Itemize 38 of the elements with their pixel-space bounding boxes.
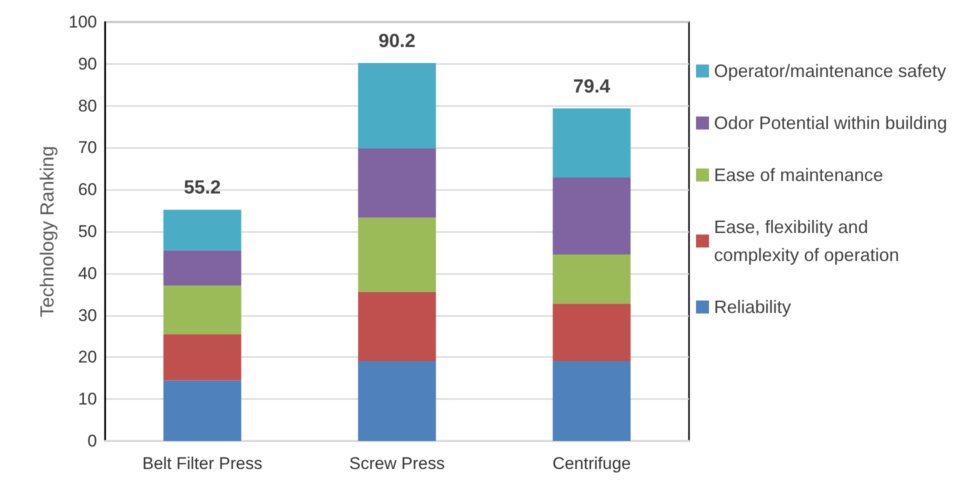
y-tick-label: 30 [78,306,97,325]
x-tick-label: Screw Press [349,454,445,473]
y-tick-label: 50 [78,222,97,241]
y-tick-label: 80 [78,96,97,116]
legend-label: Odor Potential within building [714,113,948,133]
total-label: 55.2 [184,178,221,199]
legend-label: Ease of maintenance [714,165,884,185]
y-tick-label: 0 [88,432,97,450]
bar [163,250,242,286]
bar [552,304,631,361]
y-tick-label: 40 [78,264,97,283]
bar [358,292,436,361]
x-tick-label: Belt Filter Press [142,454,262,473]
bar [163,286,242,334]
y-tick-label: 70 [78,138,97,158]
bar [163,334,242,380]
legend-label: Operator/maintenance safety [714,61,946,81]
y-tick-label: 90 [78,54,97,74]
bar [552,108,631,178]
y-tick-label: 10 [78,390,97,409]
bar [358,360,436,441]
y-axis-title: Technology Ranking [38,146,59,318]
bar [358,63,436,149]
legend-label: Reliability [714,297,792,317]
bar [552,360,631,441]
bar [552,254,631,304]
total-label: 90.2 [378,31,416,52]
y-tick-label: 100 [68,12,97,32]
bar [163,210,242,250]
bar [163,380,242,441]
total-label: 79.4 [573,76,611,98]
y-tick-label: 60 [78,180,97,200]
x-tick-label: Centrifuge [552,454,631,473]
legend-label: Ease, flexibility and complexity of operation [714,217,900,265]
bar [358,148,436,218]
bar [552,177,631,255]
y-tick-label: 20 [78,348,97,367]
bar [358,218,436,292]
